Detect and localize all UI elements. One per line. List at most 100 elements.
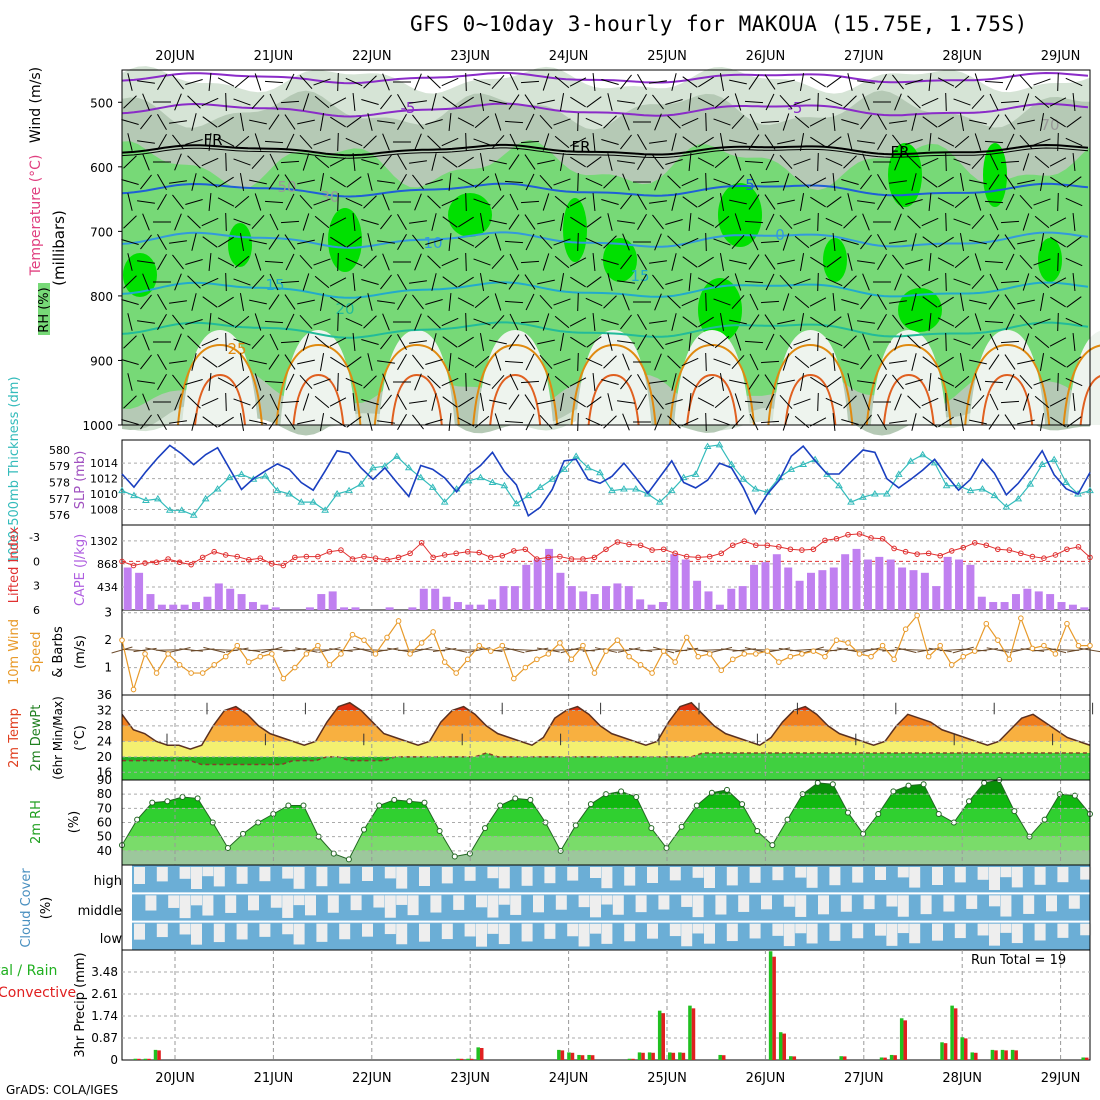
wind-barb xyxy=(697,277,715,287)
cloud-gap xyxy=(806,923,818,944)
cape-bar xyxy=(1034,591,1043,610)
cape-bar xyxy=(556,572,565,610)
cape-bar xyxy=(909,570,918,610)
thickness-point xyxy=(392,452,401,459)
wind-barb xyxy=(185,199,203,205)
lifted-index-point xyxy=(764,542,771,549)
rh-point xyxy=(981,779,988,786)
wind-barb xyxy=(504,420,524,424)
wind-barb xyxy=(127,253,133,271)
wind-barb xyxy=(225,272,227,292)
rh-blob xyxy=(888,143,922,207)
wind-barb xyxy=(494,173,502,191)
rh-blob xyxy=(823,238,847,282)
wind-barb xyxy=(601,379,619,385)
lifted-index-point xyxy=(718,550,725,557)
rh-point xyxy=(769,842,776,849)
cloud-gap xyxy=(977,867,989,880)
wind-barb xyxy=(714,95,730,109)
precip-tick-label: 2.61 xyxy=(91,987,118,1001)
wind-barb xyxy=(313,258,331,266)
wind-barb xyxy=(779,274,793,290)
wind-speed-point xyxy=(1018,615,1024,622)
wind-barb xyxy=(412,234,424,250)
cloud-gap xyxy=(498,895,510,905)
rh-point xyxy=(497,802,504,809)
wind-barb xyxy=(586,396,602,408)
thickness-point xyxy=(906,457,915,464)
wind-barb xyxy=(714,215,730,229)
thickness-point xyxy=(620,485,628,492)
surface-wind-barb xyxy=(111,646,133,654)
wind-barb xyxy=(637,373,647,391)
rh-band xyxy=(122,836,1090,851)
wind-speed-point xyxy=(557,640,563,646)
thickness-point xyxy=(847,498,855,505)
wind-barb xyxy=(157,313,167,331)
cloud-gap xyxy=(932,923,943,941)
wind-barb xyxy=(744,340,764,344)
wind-barb xyxy=(688,272,692,292)
wind-barb xyxy=(191,413,197,431)
wind-barb xyxy=(239,293,245,311)
slp-axis-title: SLP (mb) xyxy=(73,451,88,510)
wind-barb xyxy=(442,396,458,408)
wind-barb xyxy=(905,319,923,325)
thickness-point xyxy=(333,489,341,497)
precip-axis-title: 3hr Precip (mm) xyxy=(73,952,88,1057)
lifted-index-point xyxy=(280,562,287,569)
wind-barb xyxy=(760,180,780,184)
surface-wind-barbs xyxy=(111,646,1100,654)
wind-barb xyxy=(269,393,279,411)
thickness-point xyxy=(369,463,377,471)
wind-barb xyxy=(847,313,853,331)
wind-barb xyxy=(473,138,491,146)
wind-barb xyxy=(937,377,955,387)
wind-barb xyxy=(921,277,939,287)
rh-point xyxy=(194,795,201,802)
cloud-gap xyxy=(327,895,339,913)
wind-speed-point xyxy=(891,656,897,663)
wind-barb xyxy=(361,159,379,165)
wind-barb xyxy=(1050,296,1066,308)
lifted-index-point xyxy=(545,554,552,561)
slp-tick-label: 1012 xyxy=(90,473,118,486)
wind-barb xyxy=(137,260,155,264)
thickness-point xyxy=(1026,480,1035,487)
wind-barb xyxy=(345,77,363,87)
wind-barb xyxy=(570,96,586,108)
cloud-gap xyxy=(213,923,225,943)
wind-barb xyxy=(860,414,872,430)
wind-barb xyxy=(765,393,775,411)
wind-barb xyxy=(826,76,842,88)
thickness-point xyxy=(560,465,569,472)
wind-barb xyxy=(894,153,902,171)
wind-barb xyxy=(554,255,570,269)
wind-barb xyxy=(971,214,985,230)
wind-barb xyxy=(280,220,300,224)
wind-barb xyxy=(843,275,857,289)
wind-barb xyxy=(121,119,139,125)
precip-total-bar xyxy=(1010,1049,1015,1060)
precip-conv-bar xyxy=(1004,1050,1008,1060)
wind-barb xyxy=(191,233,197,251)
wind-barb xyxy=(251,274,265,290)
wind-barb xyxy=(264,80,284,84)
wind-barb xyxy=(191,113,197,131)
cloud-gap xyxy=(1080,867,1092,880)
precip-conv-bar xyxy=(651,1052,655,1060)
wind-barb xyxy=(157,233,167,251)
wind-barb xyxy=(889,360,907,364)
wind-barb xyxy=(474,115,490,129)
wind-barb xyxy=(1057,132,1059,152)
wind-barb xyxy=(1033,78,1051,86)
wind-barb xyxy=(121,179,139,185)
wind-barb xyxy=(777,319,795,325)
wind-barb xyxy=(603,235,617,249)
lifted-index-point xyxy=(418,540,425,546)
wind-barb xyxy=(954,135,970,149)
lifted-index-point xyxy=(568,556,575,562)
precip-conv-bar xyxy=(479,1047,484,1060)
wind-barb xyxy=(254,73,262,91)
wind-barb xyxy=(427,75,441,89)
